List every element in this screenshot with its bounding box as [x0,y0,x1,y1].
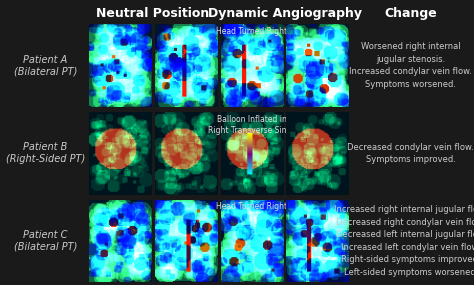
Text: Patient B
(Right-Sided PT): Patient B (Right-Sided PT) [6,142,85,164]
Text: Decreased condylar vein flow.
Symptoms improved.: Decreased condylar vein flow. Symptoms i… [347,142,474,164]
Text: Head Turned Right: Head Turned Right [217,202,288,211]
Text: Patient A
(Bilateral PT): Patient A (Bilateral PT) [14,55,77,76]
Text: Worsened right internal
jugular stenosis.
Increased condylar vein flow.
Symptoms: Worsened right internal jugular stenosis… [349,42,472,89]
Text: Patient C
(Bilateral PT): Patient C (Bilateral PT) [14,230,77,252]
Text: Neutral Position: Neutral Position [97,7,210,21]
Text: Change: Change [384,7,437,21]
Text: Head Turned Right: Head Turned Right [217,27,288,36]
Text: Balloon Inflated in
Right Transverse Sinus: Balloon Inflated in Right Transverse Sin… [208,115,296,135]
Text: Dynamic Angiography: Dynamic Angiography [208,7,362,21]
Text: Increased right internal jugular flow.
Decreased right condylar vein flow.
Decre: Increased right internal jugular flow. D… [334,205,474,277]
